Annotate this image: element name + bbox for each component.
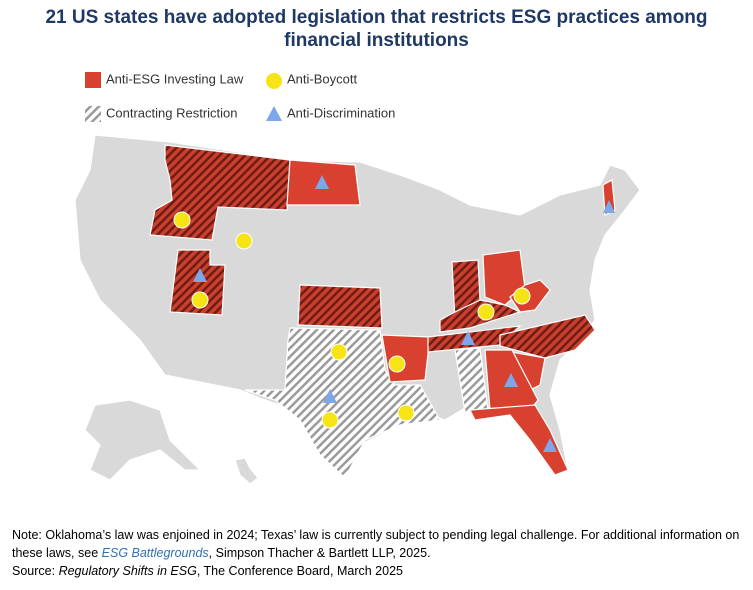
legend-label: Anti-Boycott [287,71,357,86]
state [469,404,569,476]
legend-swatch [266,73,282,89]
note-text: Note: Oklahoma’s law was enjoined in 202… [12,528,740,560]
title-line: financial institutions [284,30,469,51]
note: Note: Oklahoma’s law was enjoined in 202… [12,526,742,562]
footnote: Note: Oklahoma’s law was enjoined in 202… [12,526,742,580]
states [74,134,641,485]
anti-boycott-markers [173,211,531,429]
state [381,334,431,383]
state [499,314,596,359]
legend-swatch [266,106,282,121]
source-title: Regulatory Shifts in ESG [58,564,197,578]
marker [173,211,191,229]
marker [323,389,337,403]
note-text: , Simpson Thacher & Bartlett LLP, 2025. [208,546,431,560]
marker [388,355,406,373]
state [297,284,383,329]
state [602,179,616,216]
marker [315,175,329,189]
note-link[interactable]: ESG Battlegrounds [101,546,209,560]
marker [321,411,339,429]
source: Source: Regulatory Shifts in ESG, The Co… [12,562,742,580]
marker [461,331,475,345]
state [169,249,226,316]
title-line: 21 US states have adopted legislation th… [45,7,708,28]
marker [193,268,207,282]
marker [397,404,415,422]
alaska [84,399,202,481]
map: Anti-ESG Investing Law Anti-Boycott Cont… [74,71,641,485]
source-text: Source: [12,564,59,578]
marker [513,287,531,305]
marker [235,232,253,250]
legend-label: Contracting Restriction [106,105,238,120]
marker [504,373,518,387]
anti-discrimination-markers [193,175,615,452]
marker [191,291,209,309]
source-text: , The Conference Board, March 2025 [196,564,403,578]
marker [330,343,348,361]
marker [603,200,615,213]
marker [477,303,495,321]
legend-swatch [85,106,101,122]
legend-swatch [85,72,101,88]
marker [543,438,557,452]
title: 21 US states have adopted legislation th… [0,6,753,52]
legend-label: Anti-ESG Investing Law [106,71,244,86]
hawaii [234,457,259,485]
legend-label: Anti-Discrimination [287,105,395,120]
